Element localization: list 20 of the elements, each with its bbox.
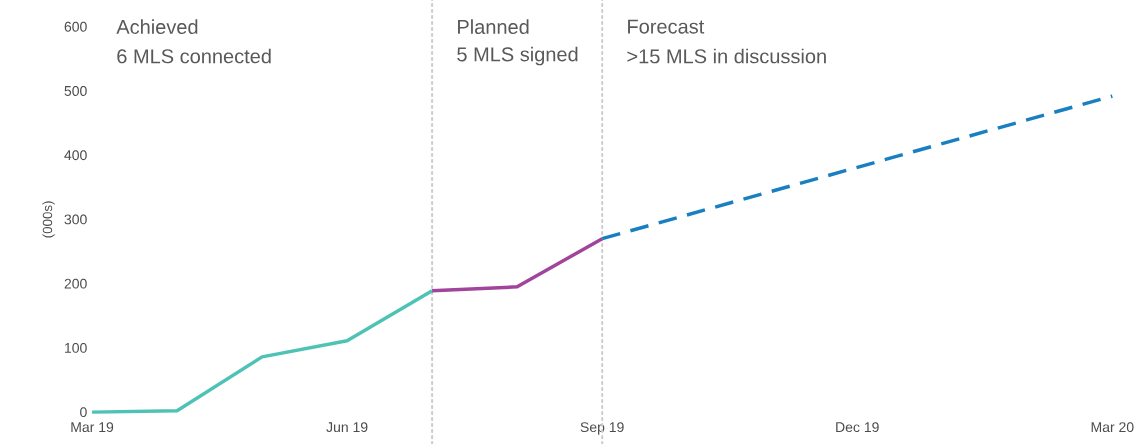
x-tick-label: Jun 19 <box>326 422 368 433</box>
annotation: Achieved <box>116 19 198 34</box>
x-tick-label: Sep 19 <box>580 422 624 435</box>
y-tick-label: 300 <box>64 214 87 225</box>
annotation: 6 MLS connected <box>117 48 271 64</box>
y-axis-title: (000s) <box>42 201 55 238</box>
annotation: 5 MLS signed <box>457 46 578 66</box>
x-tick-label: Mar 20 <box>1091 422 1134 433</box>
x-tick-label: Mar 19 <box>71 422 114 433</box>
y-tick-label: 600 <box>64 21 87 32</box>
y-tick-label: 100 <box>65 342 87 353</box>
annotation: Forecast <box>628 19 705 34</box>
annotation: >15 MLS in discussion <box>627 48 826 64</box>
y-tick-label: 0 <box>80 407 87 418</box>
y-tick-label: 500 <box>64 85 87 96</box>
y-tick-label: 200 <box>64 278 87 289</box>
x-tick-label: Dec 19 <box>836 422 879 433</box>
annotation: Planned <box>458 19 529 34</box>
line-series <box>90 288 434 414</box>
y-tick-label: 400 <box>64 150 87 161</box>
